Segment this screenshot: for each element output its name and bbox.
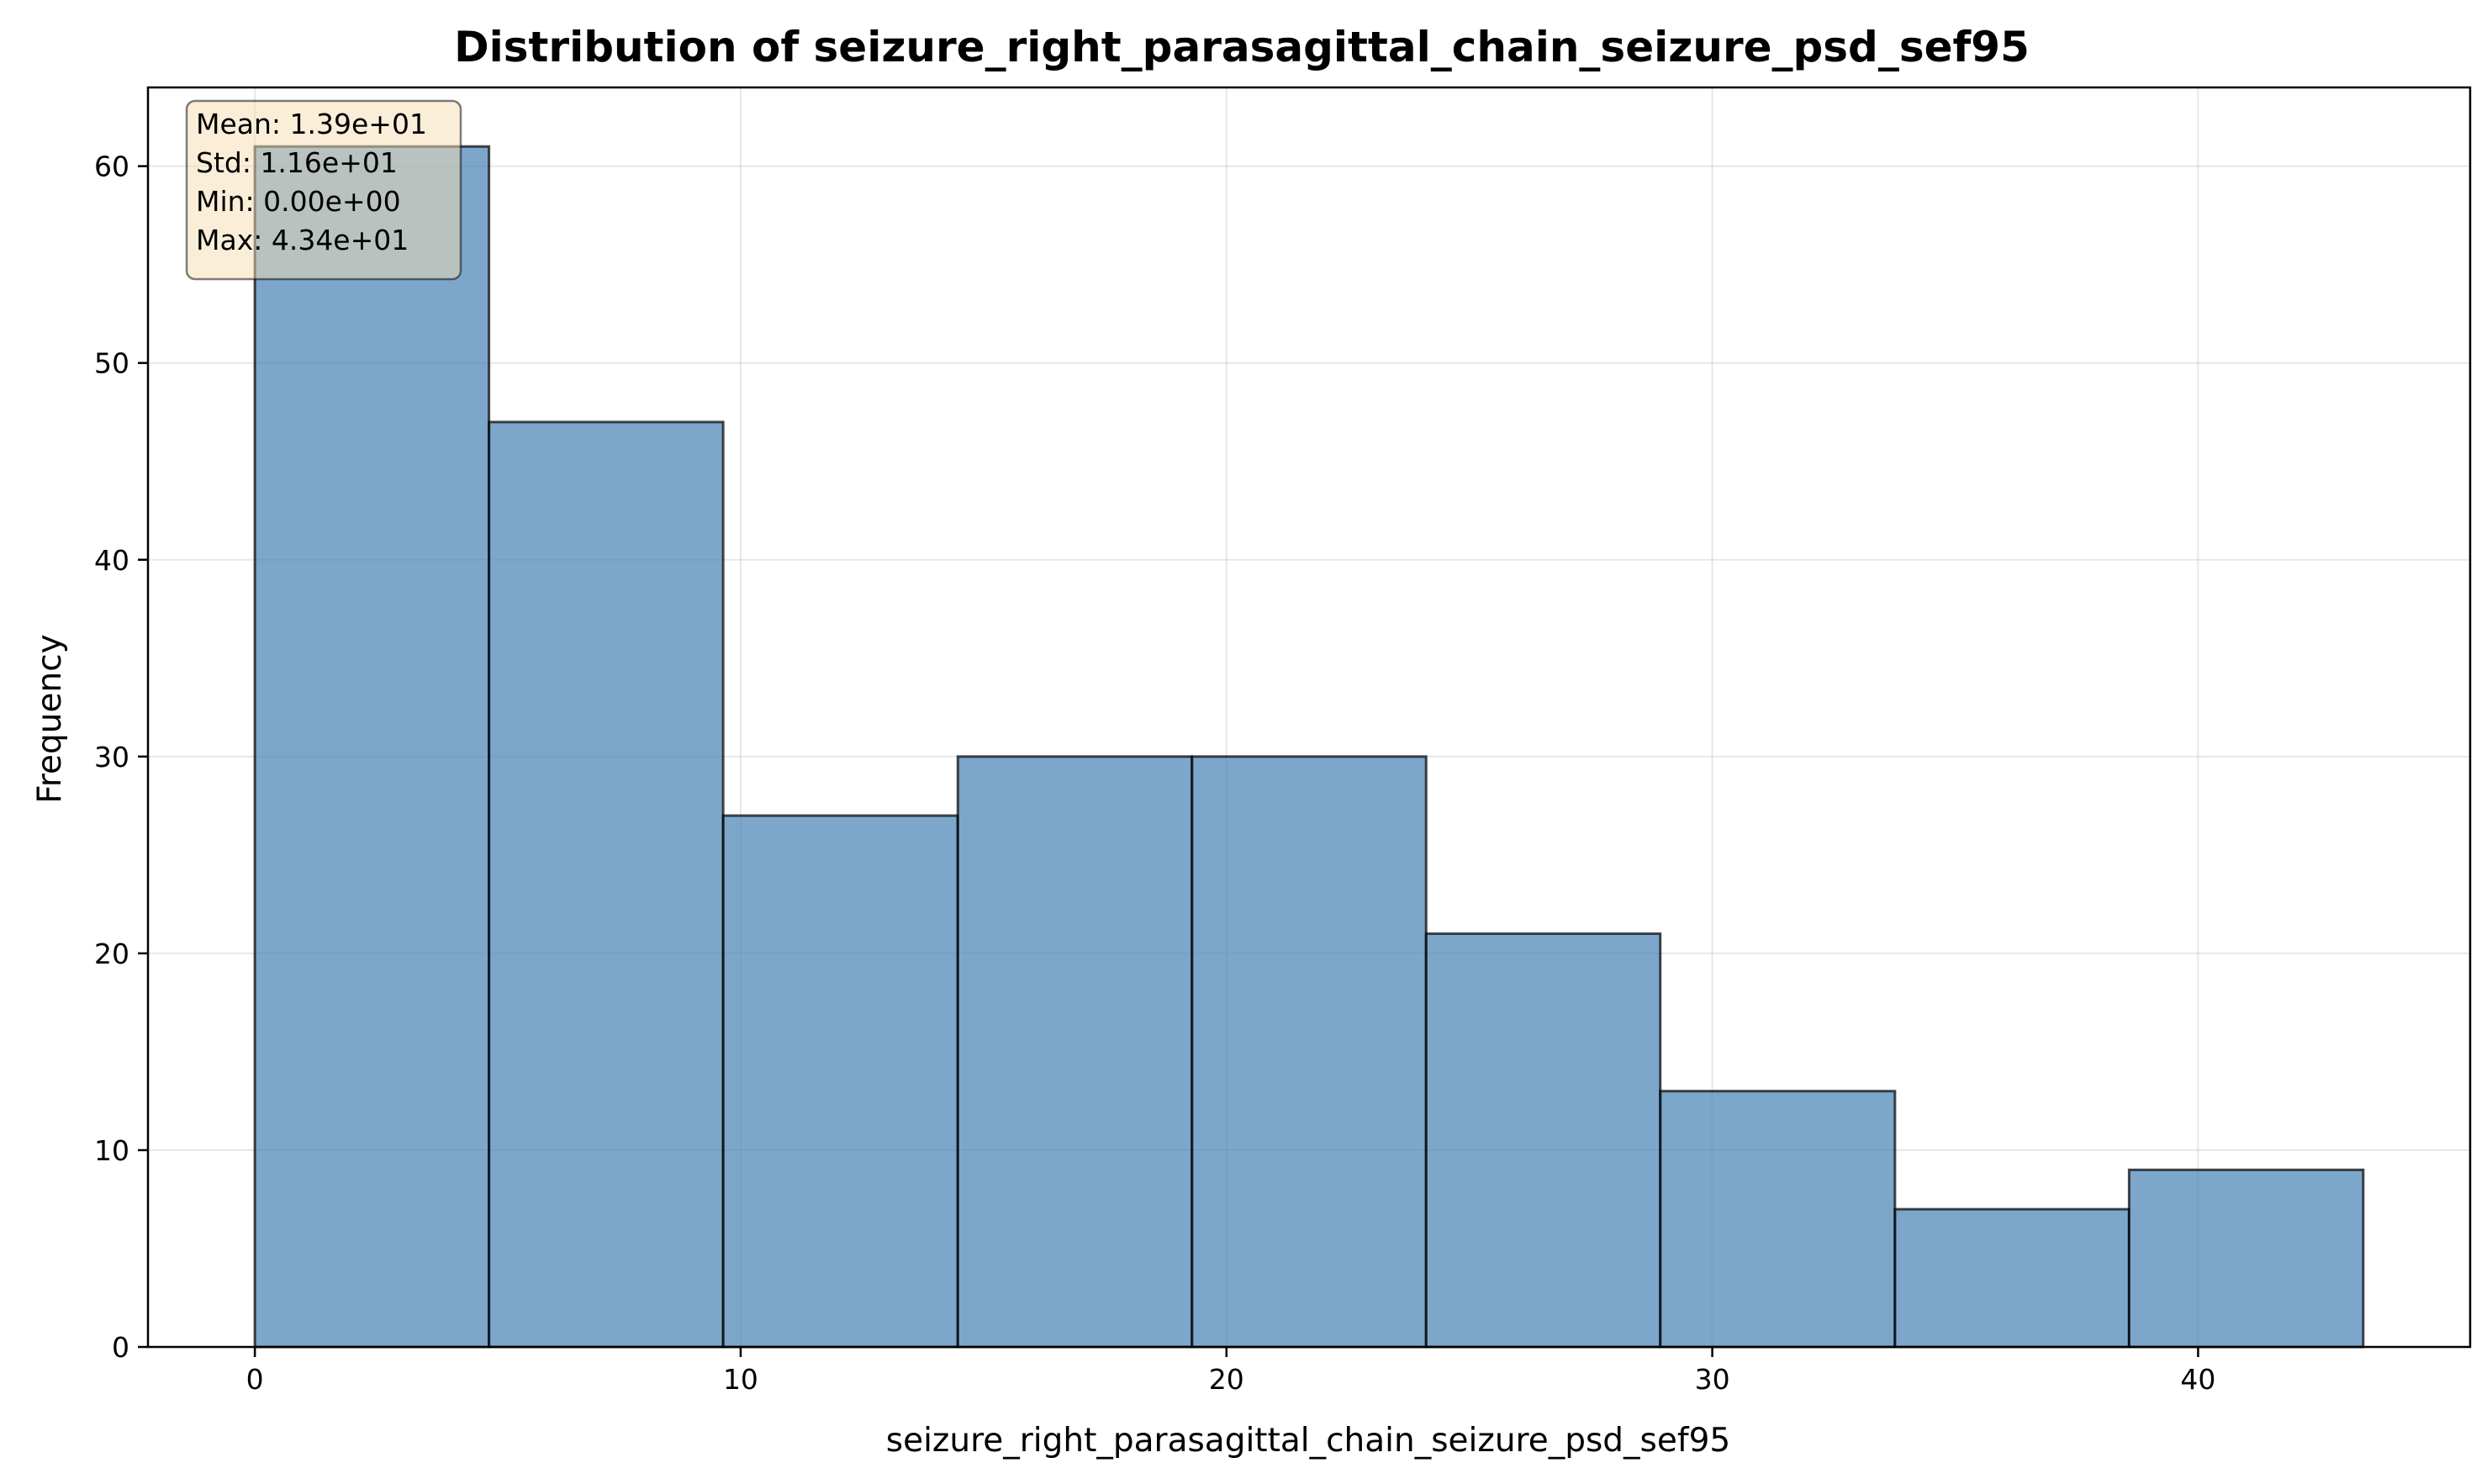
histogram-bar — [1424, 932, 1662, 1349]
stats-box-background — [185, 99, 462, 281]
y-tick-label: 20 — [94, 937, 129, 970]
histogram-bar — [2127, 1168, 2365, 1349]
x-axis-ticks: 0 10 20 30 40 — [246, 1347, 2215, 1396]
y-tick-label: 40 — [94, 544, 129, 577]
chart-title: Distribution of seizure_right_parasagitt… — [454, 23, 2030, 71]
x-tick-label: 20 — [1209, 1363, 1244, 1396]
histogram-bar — [488, 420, 725, 1349]
stats-std: Std: 1.16e+01 — [196, 146, 398, 179]
stats-mean: Mean: 1.39e+01 — [196, 108, 427, 140]
stats-min: Min: 0.00e+00 — [196, 185, 401, 218]
y-tick-label: 60 — [94, 151, 129, 183]
y-tick-label: 10 — [94, 1134, 129, 1167]
x-tick-label: 0 — [246, 1363, 264, 1396]
x-axis-label: seizure_right_parasagittal_chain_seizure… — [886, 1422, 1730, 1460]
x-tick-label: 30 — [1695, 1363, 1730, 1396]
axes-frame — [146, 86, 2472, 1349]
histogram-bar — [1659, 1090, 1897, 1349]
histogram-bar — [1893, 1207, 2130, 1349]
histogram-bar — [1191, 755, 1428, 1349]
histogram-bar — [721, 814, 959, 1349]
y-tick-label: 30 — [94, 741, 129, 774]
x-tick-label: 40 — [2180, 1363, 2215, 1396]
stats-max: Max: 4.34e+01 — [196, 224, 409, 256]
histogram-bar — [253, 145, 491, 1349]
y-tick-label: 50 — [94, 347, 129, 380]
histogram-bar — [956, 755, 1194, 1349]
x-tick-label: 10 — [723, 1363, 758, 1396]
y-axis-label: Frequency — [31, 634, 69, 803]
y-tick-label: 0 — [112, 1331, 129, 1364]
y-axis-ticks: 0 10 20 30 40 50 60 — [94, 151, 148, 1364]
histogram-bars — [253, 145, 2365, 1349]
stats-box: Mean: 1.39e+01 Std: 1.16e+01 Min: 0.00e+… — [185, 99, 462, 281]
